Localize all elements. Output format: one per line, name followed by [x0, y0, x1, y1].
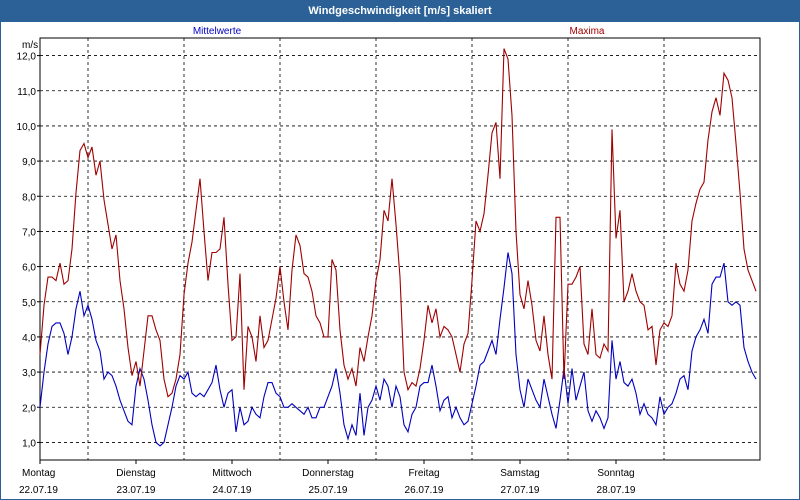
- chart-title: Windgeschwindigkeit [m/s] skaliert: [1, 1, 799, 22]
- y-tick-label: 10,0: [17, 122, 37, 133]
- x-day-date: 27.07.19: [501, 485, 540, 496]
- y-axis: 1,0 2,0 3,0 4,0 5,0 6,0 7,0 8,0 9,0 10,0 11,0 12,0: [17, 52, 40, 449]
- y-tick-label: 3,0: [22, 368, 36, 379]
- y-tick-label: 1,0: [22, 438, 36, 449]
- y-tick-label: 5,0: [22, 298, 36, 309]
- x-day-date: 22.07.19: [19, 485, 58, 496]
- y-tick-label: 12,0: [17, 52, 37, 63]
- x-day-date: 28.07.19: [597, 485, 636, 496]
- x-day-name: Mittwoch: [212, 468, 251, 479]
- x-day-name: Dienstag: [116, 468, 155, 479]
- y-tick-label: 8,0: [22, 192, 36, 203]
- plot-area: [39, 37, 761, 461]
- grid-lines: [40, 38, 760, 460]
- x-day-name: Freitag: [408, 468, 439, 479]
- y-tick-label: 4,0: [22, 333, 36, 344]
- series-line-mittelwerte: [39, 252, 757, 447]
- series-label-mittelwerte: Mittelwerte: [193, 26, 242, 37]
- x-day-date: 26.07.19: [405, 485, 444, 496]
- y-tick-label: 6,0: [22, 263, 36, 274]
- y-tick-label: 11,0: [17, 87, 36, 98]
- x-day-date: 23.07.19: [117, 485, 156, 496]
- x-day-name: Montag: [22, 468, 55, 479]
- x-axis: Montag 22.07.19 Dienstag 23.07.19 Mittwoch 24…: [19, 460, 636, 496]
- series-lines: [39, 48, 757, 447]
- y-tick-label: 9,0: [22, 157, 36, 168]
- x-day-date: 25.07.19: [309, 485, 348, 496]
- x-day-date: 24.07.19: [213, 485, 252, 496]
- x-day-name: Sonntag: [597, 468, 634, 479]
- x-day-name: Donnerstag: [302, 468, 354, 479]
- series-line-maxima: [39, 48, 757, 398]
- x-day-name: Samstag: [500, 468, 539, 479]
- y-tick-label: 2,0: [22, 403, 36, 414]
- y-axis-label: m/s: [22, 40, 38, 51]
- y-tick-label: 7,0: [22, 227, 36, 238]
- series-label-maxima: Maxima: [569, 26, 604, 37]
